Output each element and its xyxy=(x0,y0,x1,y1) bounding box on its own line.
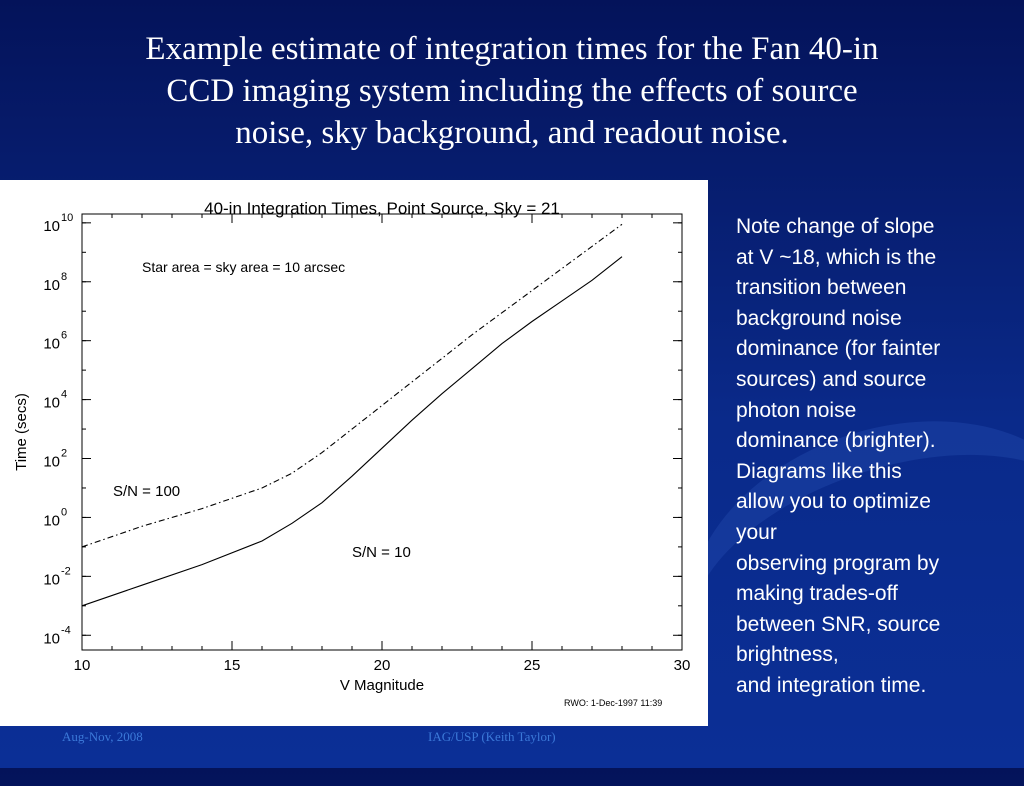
y-tick-exponent: 0 xyxy=(61,506,67,518)
note-line: dominance (for fainter xyxy=(736,337,941,361)
chart-figure: 10 15 20 25 30 10 10 10 8 10 6 10 4 10 2 10 0 10 -2 10 -4 40… xyxy=(0,180,708,726)
footer-date: Aug-Nov, 2008 xyxy=(62,729,143,744)
y-tick-exponent: 8 xyxy=(61,271,67,283)
sn10-annotation: S/N = 10 xyxy=(352,544,411,561)
note-line: Note change of slope xyxy=(736,215,935,238)
x-tick-label: 25 xyxy=(524,657,541,674)
y-tick-label: 10 xyxy=(43,630,60,647)
note-line: dominance (brighter). xyxy=(736,429,936,453)
note-line: making trades-off xyxy=(736,582,898,606)
y-tick-label: 10 xyxy=(43,454,60,471)
title-line: CCD imaging system including the effects… xyxy=(166,73,858,109)
y-axis-label: Time (secs) xyxy=(13,393,30,471)
y-tick-label: 10 xyxy=(43,277,60,294)
y-tick-label: 10 xyxy=(43,336,60,353)
note-line: background noise xyxy=(736,306,902,330)
note-line: between SNR, source xyxy=(736,612,941,636)
slide-title: Example estimate of integration times fo… xyxy=(40,28,984,154)
y-tick-exponent: 6 xyxy=(61,330,67,342)
note-line: Diagrams like this xyxy=(736,459,902,483)
x-tick-label: 20 xyxy=(374,657,391,674)
note-line: at V ~18, which is the xyxy=(736,245,937,269)
title-line: noise, sky background, and readout noise… xyxy=(235,115,789,151)
y-tick-exponent: 4 xyxy=(61,389,67,401)
note-line: your xyxy=(736,520,777,544)
side-note: Note change of slope at V ~18, which is … xyxy=(736,212,1006,702)
area-annotation: Star area = sky area = 10 arcsec xyxy=(142,259,345,275)
chart-title: 40-in Integration Times, Point Source, S… xyxy=(204,199,560,218)
x-axis-label: V Magnitude xyxy=(340,677,424,694)
note-line: and integration time. xyxy=(736,673,927,697)
title-line: Example estimate of integration times fo… xyxy=(145,31,879,67)
y-tick-exponent: -4 xyxy=(61,624,71,636)
note-line: sources) and source xyxy=(736,367,927,391)
note-line: brightness, xyxy=(736,643,839,667)
footer-credit: IAG/USP (Keith Taylor) xyxy=(428,729,556,744)
y-tick-label: 10 xyxy=(43,571,60,588)
y-tick-label: 10 xyxy=(43,218,60,235)
y-tick-label: 10 xyxy=(43,395,60,412)
note-line: photon noise xyxy=(736,398,857,422)
note-line: transition between xyxy=(736,276,907,300)
y-tick-exponent: 2 xyxy=(61,448,67,460)
note-line: observing program by xyxy=(736,551,940,575)
series-line-sn10 xyxy=(81,256,623,607)
y-tick-label: 10 xyxy=(43,512,60,529)
sn100-annotation: S/N = 100 xyxy=(113,483,180,500)
x-tick-label: 15 xyxy=(224,657,241,674)
credit-annotation: RWO: 1-Dec-1997 11:39 xyxy=(564,698,662,708)
y-tick-exponent: -2 xyxy=(61,565,71,577)
plot-frame xyxy=(81,213,683,651)
x-tick-label: 30 xyxy=(674,657,691,674)
series-line-sn100 xyxy=(81,223,623,548)
note-line: allow you to optimize xyxy=(736,490,931,514)
x-tick-label: 10 xyxy=(74,657,91,674)
y-tick-exponent: 10 xyxy=(61,212,73,224)
